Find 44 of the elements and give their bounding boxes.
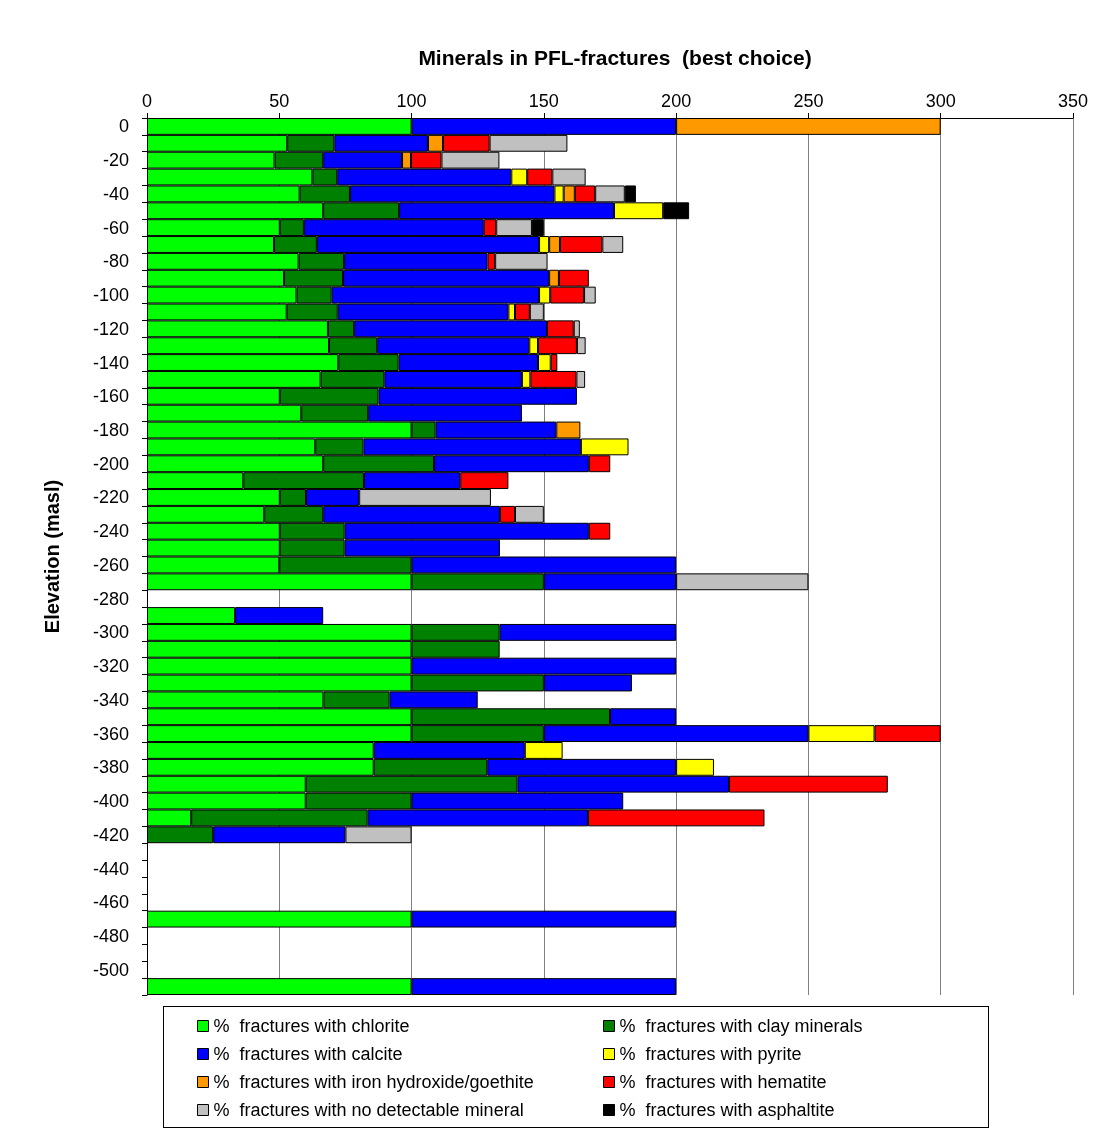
y-tick-label: -440: [92, 858, 129, 879]
y-tick-label: 0: [118, 116, 129, 137]
y-tick-label: -20: [102, 150, 129, 171]
legend-label: % fractures with no detectable mineral: [213, 1100, 524, 1120]
y-tick-label: -400: [92, 791, 129, 812]
y-axis-title: Elevation (masl): [41, 479, 63, 634]
y-tick-label: -420: [92, 824, 129, 845]
y-tick-label: -80: [102, 251, 129, 272]
y-tick-label: -100: [92, 285, 129, 306]
chart-title: Minerals in PFL-fractures (best choice): [418, 46, 812, 69]
legend-label: % fractures with iron hydroxide/goethite: [213, 1072, 534, 1092]
legend-label: % fractures with chlorite: [213, 1016, 410, 1036]
y-tick-label: -500: [92, 959, 129, 980]
x-tick-label: 300: [925, 91, 956, 111]
x-tick-label: 350: [1057, 91, 1089, 111]
legend-label: % fractures with hematite: [619, 1072, 827, 1092]
y-tick-label: -140: [92, 352, 129, 373]
legend-label: % fractures with asphaltite: [619, 1100, 835, 1120]
y-tick-label: -40: [102, 183, 129, 204]
y-tick-label: -220: [92, 487, 129, 508]
y-tick-label: -260: [92, 554, 129, 575]
y-tick-label: -240: [92, 521, 129, 542]
x-tick-label: 250: [793, 91, 824, 111]
x-tick-label: 100: [396, 91, 427, 111]
x-tick-label: 0: [141, 91, 153, 111]
legend-label: % fractures with pyrite: [619, 1044, 802, 1064]
y-tick-label: -180: [92, 420, 129, 441]
legend-label: % fractures with clay minerals: [619, 1016, 863, 1036]
y-tick-label: -380: [92, 757, 129, 778]
y-tick-label: -300: [92, 622, 129, 643]
y-tick-label: -320: [92, 656, 129, 677]
x-tick-label: 50: [269, 91, 290, 111]
y-tick-label: -200: [92, 453, 129, 474]
y-tick-label: -280: [92, 588, 129, 609]
legend-label: % fractures with calcite: [213, 1044, 403, 1064]
y-tick-label: -480: [92, 925, 129, 946]
x-tick-label: 200: [661, 91, 692, 111]
y-tick-label: -60: [102, 217, 129, 238]
x-tick-label: 150: [528, 91, 559, 111]
y-tick-label: -360: [92, 723, 129, 744]
y-tick-label: -120: [92, 318, 129, 339]
y-tick-label: -160: [92, 386, 129, 407]
y-tick-label: -460: [92, 892, 129, 913]
y-tick-label: -340: [92, 689, 129, 710]
